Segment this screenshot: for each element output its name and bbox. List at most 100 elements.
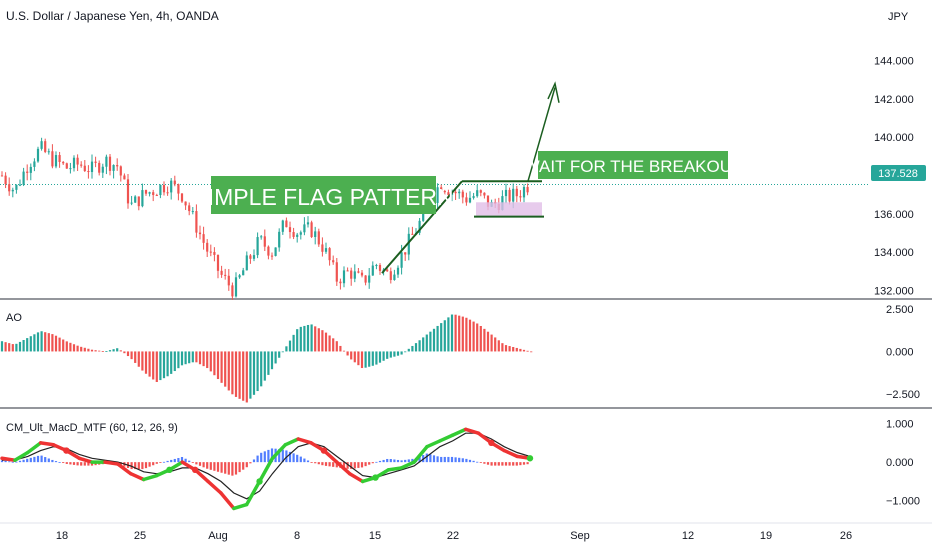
macd-histogram-bar [83, 462, 86, 466]
macd-line-segment [257, 456, 275, 484]
macd-histogram-bar [483, 462, 486, 464]
ao-bar [314, 326, 317, 352]
macd-histogram-bar [40, 455, 43, 463]
ao-bar [152, 351, 155, 380]
macd-histogram-bar [440, 456, 443, 463]
macd-axis[interactable]: 1.000 0.000 −1.000 [886, 419, 920, 508]
ao-bar [317, 328, 320, 352]
ao-bar [357, 351, 360, 366]
candle-body [407, 233, 410, 255]
ao-bar [274, 351, 277, 364]
macd-histogram-bar [11, 461, 14, 463]
ao-bar [44, 332, 47, 352]
candle-body [162, 185, 166, 193]
flagpole-trendline [381, 180, 463, 274]
breakout-label-box[interactable] [538, 151, 728, 179]
ao-bar [90, 349, 94, 352]
macd-series[interactable] [0, 427, 534, 511]
ao-bar [191, 351, 194, 363]
macd-histogram-bar [54, 461, 58, 463]
candle-body [263, 236, 266, 247]
ao-bar [36, 332, 40, 352]
macd-histogram-bar [137, 462, 140, 470]
ao-bar [134, 351, 137, 363]
macd-histogram-bar [407, 459, 410, 463]
macd-histogram-bar [303, 458, 306, 463]
macd-line-segment [335, 460, 352, 476]
ao-bar [519, 348, 522, 352]
ao-bar [40, 331, 43, 352]
candle-body [90, 161, 94, 173]
time-tick-label: 12 [682, 530, 694, 542]
macd-histogram-bar [134, 462, 137, 470]
ao-bar [4, 342, 7, 352]
ao-bar [126, 351, 130, 357]
macd-line-segment [116, 462, 133, 476]
candle-body [26, 171, 29, 173]
ao-bar [69, 342, 72, 352]
candle-body [526, 186, 529, 193]
ao-bar [364, 351, 367, 368]
ao-bar [432, 328, 436, 352]
macd-histogram-bar [400, 460, 403, 463]
candle-body [328, 248, 331, 261]
ao-bar [447, 317, 450, 352]
ao-bar [58, 337, 61, 352]
time-tick-label: 15 [369, 530, 381, 542]
macd-cross-dot [191, 466, 199, 474]
ao-bar [238, 351, 241, 399]
ao-histogram[interactable] [0, 314, 533, 403]
candle-body [378, 265, 382, 271]
ao-bar [256, 351, 259, 392]
macd-histogram-bar [350, 462, 353, 469]
macd-histogram-bar [306, 460, 310, 463]
candle-body [522, 186, 526, 198]
ao-bar [234, 351, 238, 397]
ao-bar [198, 351, 202, 365]
ao-bar [8, 343, 11, 352]
candle-body [87, 171, 90, 173]
pattern-label-box[interactable] [211, 176, 436, 214]
ao-bar [328, 335, 331, 352]
ao-bar [108, 350, 112, 352]
macd-histogram-bar [62, 462, 65, 464]
candle-body [249, 255, 252, 259]
candle-body [306, 222, 310, 225]
macd-histogram-bar [454, 457, 457, 463]
flag-drawings[interactable] [381, 81, 560, 274]
candle-body [11, 189, 14, 192]
ao-bar [443, 320, 446, 352]
candle-body [386, 269, 389, 272]
ao-bar [306, 324, 310, 352]
macd-histogram-bar [396, 459, 400, 463]
macd-histogram-bar [371, 462, 374, 464]
candle-body [504, 189, 508, 197]
current-price-value: 137.528 [878, 168, 918, 180]
ao-bar [144, 351, 148, 374]
price-tick-label: 144.000 [874, 56, 914, 68]
macd-histogram-bar [368, 462, 371, 465]
flag-consolidation-box [476, 202, 542, 216]
ao-bar [155, 351, 158, 382]
ao-bar [162, 351, 166, 379]
time-axis[interactable]: 18 25 Aug 8 15 22 Sep 12 19 26 [56, 530, 852, 542]
candle-body [141, 190, 144, 207]
candle-body [173, 180, 176, 185]
macd-histogram-bar [180, 457, 184, 463]
ao-bar [231, 351, 234, 395]
candle-body [486, 195, 490, 207]
ao-axis[interactable]: 2.500 0.000 −2.500 [886, 304, 920, 401]
ao-bar [177, 351, 180, 369]
macd-histogram-bar [432, 455, 436, 463]
candle-body [252, 255, 256, 259]
macd-histogram-bar [184, 458, 187, 463]
ao-bar [418, 340, 421, 352]
ao-bar [130, 351, 133, 360]
candle-body [220, 270, 223, 275]
ao-bar [530, 351, 533, 353]
candle-body [65, 163, 68, 169]
macd-histogram-bar [65, 462, 68, 464]
ao-bar [267, 351, 270, 375]
candle-body [458, 191, 461, 194]
